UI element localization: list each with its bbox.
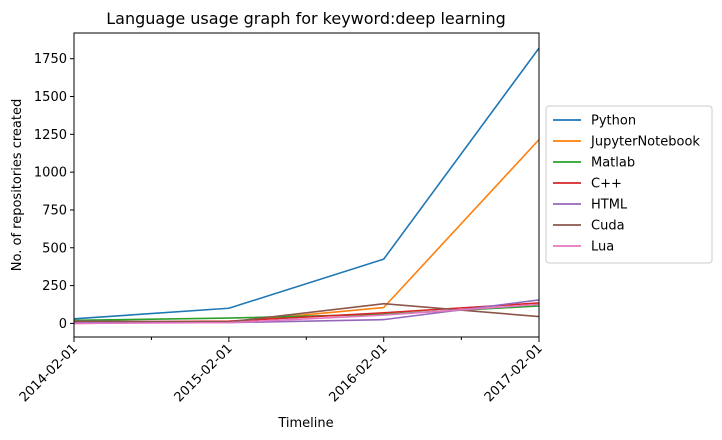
y-tick-label: 1750 — [34, 52, 67, 67]
y-tick-label: 1000 — [34, 166, 67, 181]
series-line-python — [74, 47, 539, 320]
x-axis-label: Timeline — [277, 416, 333, 431]
series-lines — [74, 47, 539, 325]
y-tick-label: 250 — [42, 279, 67, 294]
legend-label-python: Python — [591, 114, 636, 129]
legend-label-html: HTML — [591, 198, 628, 213]
legend-label-lua: Lua — [591, 240, 614, 255]
y-tick-label: 1250 — [34, 128, 67, 143]
plot-background — [74, 33, 539, 337]
chart-title: Language usage graph for keyword:deep le… — [106, 9, 506, 28]
legend-label-matlab: Matlab — [591, 156, 635, 171]
y-axis-ticks: 0 250 500 750 1000 1250 1500 1750 — [34, 52, 74, 332]
legend-label-cuda: Cuda — [591, 219, 625, 234]
legend-box — [545, 105, 713, 264]
y-tick-label: 500 — [42, 241, 67, 256]
y-tick-label: 750 — [42, 203, 67, 218]
y-axis-label: No. of repositories created — [10, 99, 25, 271]
plot-area — [74, 33, 539, 337]
y-tick-label: 0 — [59, 317, 67, 332]
legend-label-c-: C++ — [591, 177, 622, 192]
legend: Python JupyterNotebook Matlab C++ HTML Cuda Lu… — [545, 105, 713, 264]
legend-label-jupyternotebook: JupyterNotebook — [590, 135, 700, 150]
y-tick-label: 1500 — [34, 90, 67, 105]
series-line-lua — [74, 303, 539, 325]
